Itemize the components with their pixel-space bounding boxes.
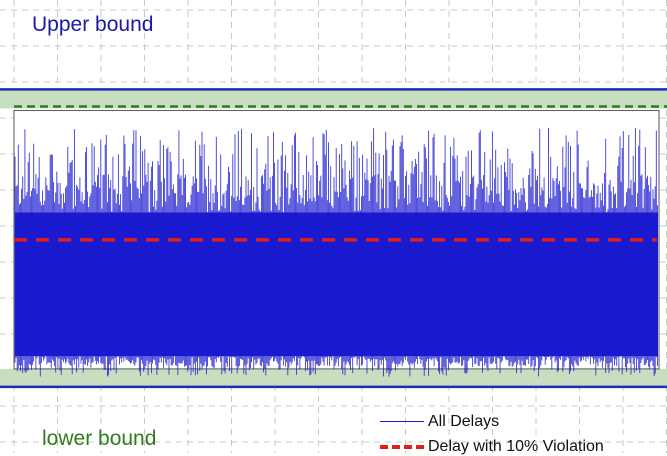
legend-label-violation-delay: Delay with 10% Violation bbox=[428, 438, 604, 455]
legend-label-all-delays: All Delays bbox=[428, 413, 500, 430]
legend-swatch-violation-delay bbox=[380, 445, 424, 449]
lower-bound-label: lower bound bbox=[42, 427, 157, 450]
legend-swatch-all-delays bbox=[380, 421, 424, 422]
plot-area bbox=[0, 88, 667, 389]
series-all-delays bbox=[14, 127, 658, 377]
upper-bound-label: Upper bound bbox=[32, 13, 154, 36]
upper-bound-band bbox=[0, 89, 667, 109]
lower-bound-band bbox=[0, 368, 667, 387]
series-all-delays-spikes bbox=[14, 127, 658, 377]
